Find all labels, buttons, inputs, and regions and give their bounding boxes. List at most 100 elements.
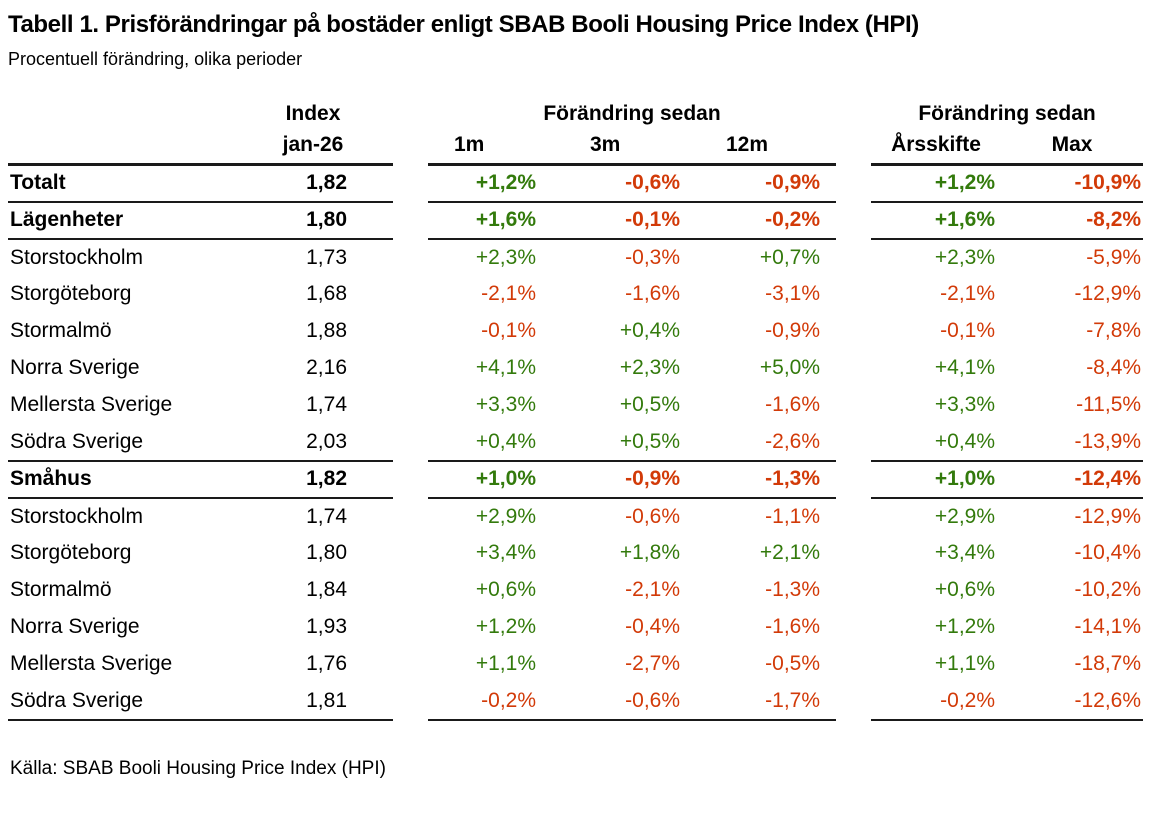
column-gap <box>393 132 428 165</box>
index-value-cell: 2,03 <box>233 423 393 462</box>
row-label-cell: Totalt <box>8 164 233 203</box>
column-gap <box>393 202 428 239</box>
col-header-max: Max <box>1001 131 1144 167</box>
table-figure: Tabell 1. Prisförändringar på bostäder e… <box>8 11 1144 779</box>
column-gap <box>393 313 428 350</box>
change-12m-cell: -0,5% <box>765 652 821 676</box>
table-row: Storgöteborg 1,68 -2,1% -1,6% -3,1% -2,1… <box>8 276 1143 313</box>
column-gap <box>836 165 871 202</box>
table-subtitle: Procentuell förändring, olika perioder <box>8 49 303 69</box>
change-1m-cell: +3,3% <box>475 393 536 417</box>
column-gap <box>836 572 871 609</box>
row-label-cell: Storstockholm <box>10 504 144 528</box>
column-gap <box>836 683 871 720</box>
table-row: Storstockholm 1,74 +2,9% -0,6% -1,1% +2,… <box>8 498 1143 535</box>
change-3m-cell: -0,3% <box>625 245 680 269</box>
table-body: Totalt 1,82 +1,2% -0,6% -0,9% +1,2% -10,… <box>8 164 1144 721</box>
column-gap <box>393 239 428 276</box>
change-3m-cell: -0,4% <box>625 615 680 639</box>
row-label-cell: Stormalmö <box>10 319 112 343</box>
column-gap <box>836 424 871 461</box>
change-1m-cell: +1,2% <box>475 615 536 639</box>
column-gap <box>836 276 871 313</box>
column-gap <box>393 646 428 683</box>
column-group-header-row: Index Förändring sedan Förändring sedan <box>8 99 1143 132</box>
change-1m-cell: +0,6% <box>475 578 536 602</box>
table-row: Storstockholm 1,73 +2,3% -0,3% +0,7% +2,… <box>8 239 1143 276</box>
change-max-cell: -5,9% <box>1086 245 1142 269</box>
change-3m-cell: +0,5% <box>564 423 700 462</box>
change-12m-cell: -1,7% <box>700 682 837 721</box>
change-12m-cell: -1,6% <box>765 615 821 639</box>
change-12m-cell: +5,0% <box>759 356 821 380</box>
change-1m-cell: +0,4% <box>428 423 564 462</box>
index-value-cell: 1,84 <box>306 578 347 602</box>
change-12m-cell: +0,7% <box>759 245 821 269</box>
change-max-cell: -13,9% <box>1001 423 1144 462</box>
change-arsskifte-cell: +3,3% <box>934 393 996 417</box>
change-1m-cell: +1,1% <box>475 652 536 676</box>
row-label-cell: Mellersta Sverige <box>10 393 173 417</box>
table-row: Lägenheter 1,80 +1,6% -0,1% -0,2% +1,6% … <box>8 201 1144 240</box>
change-arsskifte-cell: +1,1% <box>934 652 996 676</box>
table-row: Norra Sverige 2,16 +4,1% +2,3% +5,0% +4,… <box>8 350 1143 387</box>
index-value-cell: 1,76 <box>306 652 347 676</box>
row-label-cell: Norra Sverige <box>10 356 140 380</box>
row-label-cell: Storgöteborg <box>10 541 132 565</box>
column-gap <box>393 424 428 461</box>
column-gap <box>836 132 871 165</box>
index-value-cell: 1,80 <box>233 201 393 240</box>
column-gap <box>393 683 428 720</box>
column-gap <box>393 165 428 202</box>
column-gap <box>836 609 871 646</box>
change-arsskifte-cell: +0,4% <box>871 423 1002 462</box>
empty-header-cell <box>8 99 233 132</box>
change-1m-cell: +4,1% <box>475 356 536 380</box>
table-row: Stormalmö 1,88 -0,1% +0,4% -0,9% -0,1% -… <box>8 313 1143 350</box>
table-row: Stormalmö 1,84 +0,6% -2,1% -1,3% +0,6% -… <box>8 572 1143 609</box>
index-value-cell: 2,16 <box>306 356 347 380</box>
hpi-table: Index Förändring sedan Förändring sedan … <box>8 99 1144 721</box>
column-gap <box>393 609 428 646</box>
change-max-cell: -10,9% <box>1001 164 1144 203</box>
column-gap <box>393 387 428 424</box>
column-gap <box>836 313 871 350</box>
change-12m-cell: -0,9% <box>765 319 821 343</box>
index-value-cell: 1,82 <box>233 460 393 499</box>
change-1m-cell: -0,2% <box>428 682 564 721</box>
index-value-cell: 1,74 <box>306 504 347 528</box>
column-gap <box>836 646 871 683</box>
column-gap <box>836 239 871 276</box>
column-gap <box>836 387 871 424</box>
column-gap <box>836 498 871 535</box>
change-3m-cell: +2,3% <box>619 356 680 380</box>
change-arsskifte-cell: +1,0% <box>871 460 1002 499</box>
col-group-change-since-2: Förändring sedan <box>918 101 1096 125</box>
change-arsskifte-cell: -2,1% <box>940 282 996 306</box>
column-gap <box>393 276 428 313</box>
index-value-cell: 1,81 <box>233 682 393 721</box>
change-max-cell: -10,4% <box>1074 541 1142 565</box>
row-label-cell: Storstockholm <box>10 245 144 269</box>
table-row: Mellersta Sverige 1,74 +3,3% +0,5% -1,6%… <box>8 387 1143 424</box>
change-3m-cell: -2,7% <box>625 652 680 676</box>
change-1m-cell: +3,4% <box>475 541 536 565</box>
change-arsskifte-cell: +0,6% <box>934 578 996 602</box>
change-max-cell: -8,2% <box>1001 201 1144 240</box>
change-3m-cell: -1,6% <box>625 282 680 306</box>
index-value-cell: 1,80 <box>306 541 347 565</box>
change-12m-cell: -2,6% <box>700 423 837 462</box>
column-gap <box>393 99 428 132</box>
change-1m-cell: +1,6% <box>428 201 564 240</box>
index-value-cell: 1,73 <box>306 245 347 269</box>
change-3m-cell: +0,5% <box>619 393 680 417</box>
change-1m-cell: -0,1% <box>481 319 536 343</box>
change-3m-cell: -0,6% <box>564 164 700 203</box>
change-arsskifte-cell: -0,2% <box>871 682 1002 721</box>
change-1m-cell: +1,0% <box>428 460 564 499</box>
table-row: Storgöteborg 1,80 +3,4% +1,8% +2,1% +3,4… <box>8 535 1143 572</box>
row-label-cell: Lägenheter <box>8 201 233 240</box>
index-value-cell: 1,68 <box>306 282 347 306</box>
change-max-cell: -12,4% <box>1001 460 1144 499</box>
column-gap <box>393 535 428 572</box>
